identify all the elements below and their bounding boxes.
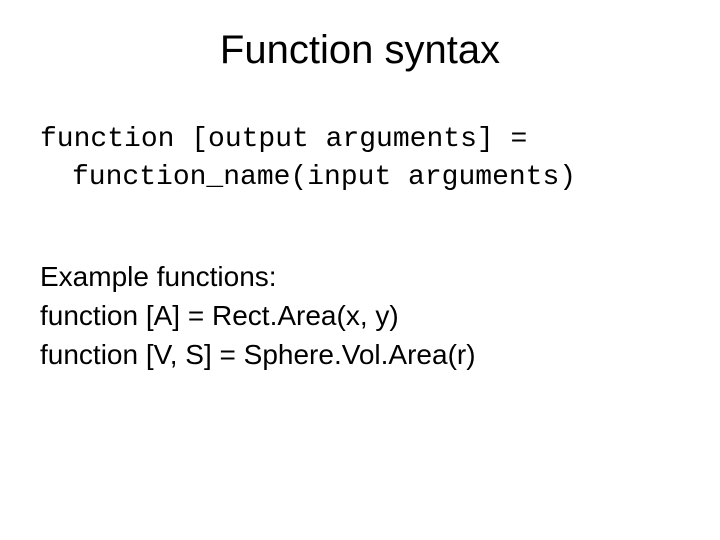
example-line-2: function [V, S] = Sphere.Vol.Area(r) (40, 335, 680, 374)
slide-title: Function syntax (40, 28, 680, 73)
syntax-line-2: function_name(input arguments) (40, 159, 680, 197)
syntax-line-1: function [output arguments] = (40, 121, 680, 159)
examples-block: Example functions: function [A] = Rect.A… (40, 257, 680, 375)
examples-header: Example functions: (40, 257, 680, 296)
syntax-block: function [output arguments] = function_n… (40, 121, 680, 197)
example-line-1: function [A] = Rect.Area(x, y) (40, 296, 680, 335)
